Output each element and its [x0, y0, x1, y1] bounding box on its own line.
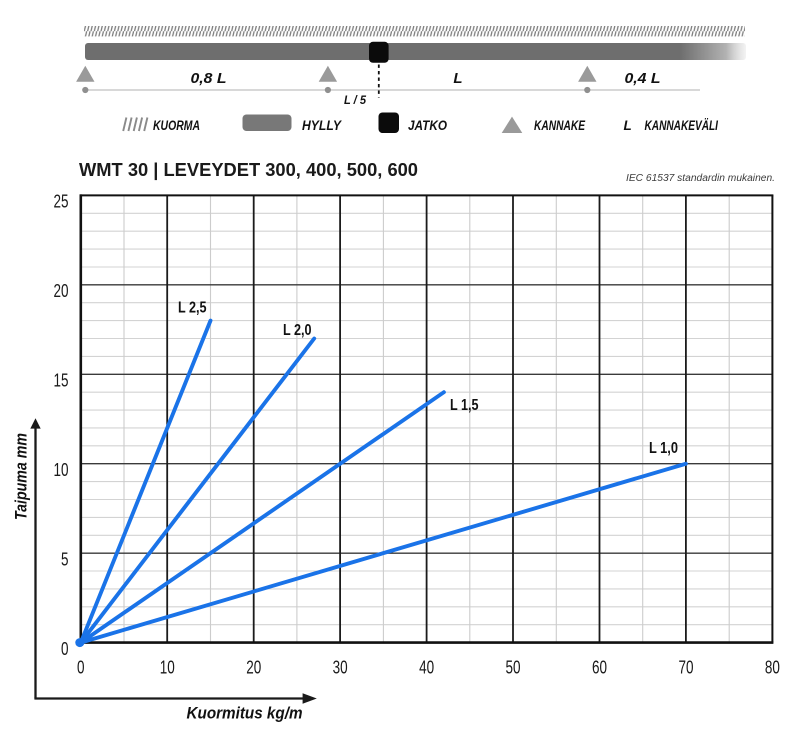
svg-text:JATKO: JATKO — [408, 118, 447, 133]
svg-text:HYLLY: HYLLY — [302, 118, 343, 133]
svg-text:L: L — [453, 70, 462, 87]
svg-text:10: 10 — [160, 656, 175, 677]
svg-text:0,4 L: 0,4 L — [625, 70, 661, 87]
svg-text:40: 40 — [419, 656, 434, 677]
svg-text:Kuormitus kg/m: Kuormitus kg/m — [187, 704, 303, 723]
svg-text:0: 0 — [77, 656, 85, 677]
svg-text:L 1,0: L 1,0 — [649, 440, 678, 457]
svg-text:0: 0 — [61, 638, 69, 659]
svg-text:L / 5: L / 5 — [344, 93, 366, 107]
svg-text:20: 20 — [246, 656, 261, 677]
svg-text:60: 60 — [592, 656, 607, 677]
svg-text:20: 20 — [54, 280, 69, 301]
svg-text:0,8 L: 0,8 L — [191, 70, 227, 87]
svg-text:70: 70 — [678, 656, 693, 677]
svg-text:Taipuma mm: Taipuma mm — [13, 433, 31, 520]
svg-text:KANNAKEVÄLI: KANNAKEVÄLI — [645, 118, 719, 133]
svg-text:25: 25 — [54, 191, 69, 212]
svg-text:L 1,5: L 1,5 — [450, 397, 479, 414]
svg-text:L: L — [624, 118, 632, 133]
svg-text:10: 10 — [54, 459, 69, 480]
svg-text:L 2,5: L 2,5 — [178, 300, 207, 317]
svg-text:WMT 30 | LEVEYDET 300, 400, 50: WMT 30 | LEVEYDET 300, 400, 500, 600 — [79, 159, 418, 180]
svg-text:80: 80 — [765, 656, 780, 677]
svg-text:5: 5 — [61, 548, 69, 569]
svg-text:KUORMA: KUORMA — [153, 118, 200, 133]
svg-text:30: 30 — [333, 656, 348, 677]
svg-text:KANNAKE: KANNAKE — [534, 118, 586, 133]
svg-text:50: 50 — [506, 656, 521, 677]
svg-text:IEC 61537 standardin mukainen.: IEC 61537 standardin mukainen. — [626, 173, 775, 184]
svg-text:15: 15 — [54, 370, 69, 391]
svg-text:L 2,0: L 2,0 — [283, 322, 312, 339]
